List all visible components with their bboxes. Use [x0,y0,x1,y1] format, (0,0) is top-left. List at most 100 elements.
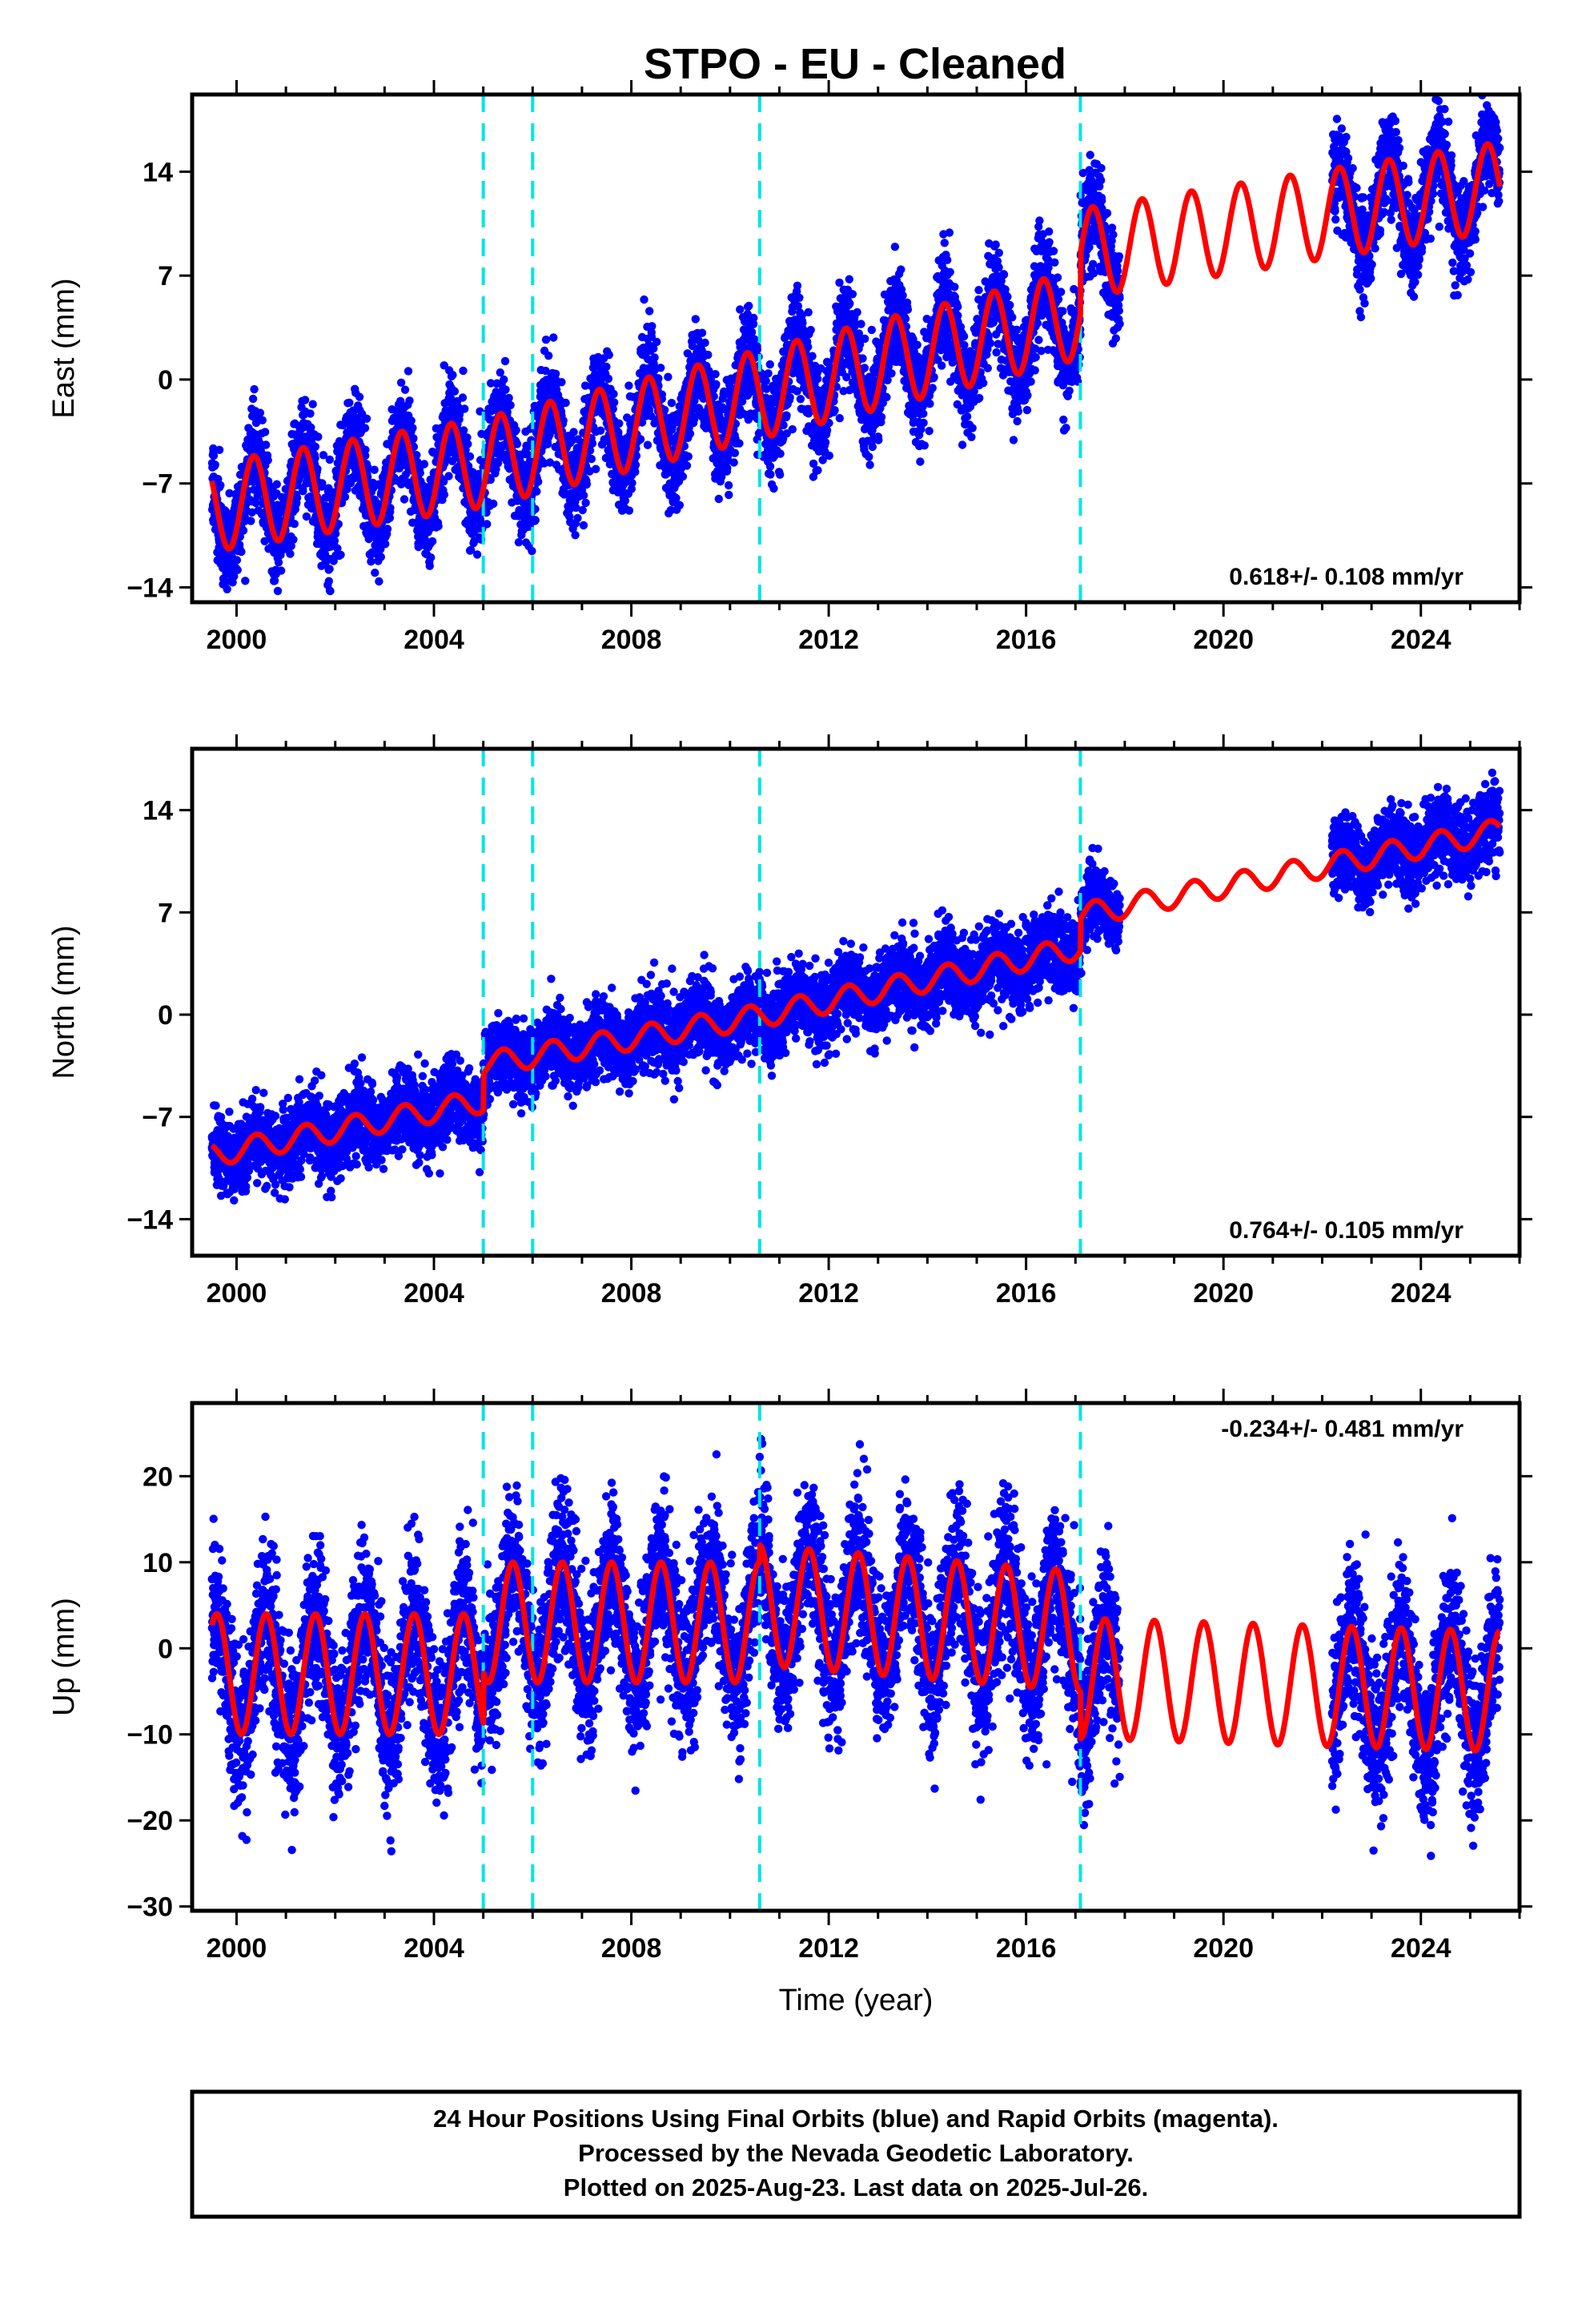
data-point [225,489,234,498]
data-point [678,472,688,481]
data-point [691,315,700,324]
data-point [258,416,267,424]
data-point [571,531,580,540]
data-point [262,440,271,449]
data-point [299,487,307,496]
data-point [272,480,281,489]
data-point [240,517,250,525]
data-point [289,535,298,544]
data-point [631,468,640,476]
data-point [615,419,624,428]
data-point [232,556,242,565]
data-point [230,572,239,581]
data-point [407,416,416,425]
data-point [903,305,913,314]
data-point [604,351,613,360]
data-point [325,455,334,464]
data-point [496,368,504,377]
data-point [897,265,905,274]
data-point [250,384,259,394]
data-point [848,290,857,299]
data-point [460,426,468,435]
data-point [581,498,590,508]
data-point [450,387,460,396]
data-point [714,494,723,504]
data-point [459,366,468,376]
data-point [853,308,861,317]
data-point [830,406,839,415]
data-point [602,362,611,372]
data-point [916,457,925,466]
data-point [749,313,758,323]
data-point [776,449,785,458]
data-point [237,547,246,557]
data-point [324,620,332,628]
data-point [865,460,874,469]
data-point [804,308,813,317]
data-point [287,541,295,550]
data-point [302,512,311,521]
data-point [561,398,570,408]
data-point [331,529,340,538]
data-point [260,428,270,436]
data-point [248,394,258,404]
data-point [333,544,342,553]
data-point [650,353,659,362]
data-point [821,438,830,447]
east-panel: 2000 2004 2008 2012 2016 2020 2024−14−70714Eas… [47,80,1532,655]
data-point [300,396,310,404]
data-point [361,445,370,454]
data-point [919,409,928,418]
data-point [290,520,299,529]
data-point [860,364,869,372]
data-point [701,338,709,348]
data-point [370,465,379,474]
data-point [845,299,854,308]
data-point [569,428,578,436]
data-point [427,553,436,562]
data-point [460,404,469,413]
data-point [592,464,600,473]
data-point [765,462,775,471]
data-point [345,398,354,408]
data-point [425,561,434,570]
data-point [857,320,865,328]
data-point [868,442,877,452]
data-point [440,490,449,499]
data-point [795,293,804,302]
data-point [684,452,693,461]
data-point [500,356,510,366]
data-point [667,399,677,408]
data-point [636,435,645,444]
data-point [531,516,540,525]
data-point [882,392,891,402]
data-point [311,442,320,451]
data-point [528,546,536,556]
data-point [813,374,822,384]
data-point [381,540,390,549]
data-point [765,360,774,369]
data-point [793,281,802,290]
data-point [376,553,385,561]
data-point [643,440,652,449]
data-point [355,392,364,401]
data-point [216,480,225,490]
data-point [360,424,370,432]
data-point [724,480,733,490]
data-point [541,336,551,344]
data-point [549,333,558,342]
data-point [504,393,513,403]
data-point [247,517,255,525]
data-point [898,291,907,300]
data-point [224,605,232,613]
data-point [367,557,375,566]
data-point [325,565,334,573]
data-point [610,398,619,407]
data-point [396,378,406,387]
data-point [825,451,834,460]
data-point [444,472,453,480]
data-point [324,577,333,585]
data-point [512,440,522,448]
data-point [861,334,869,344]
